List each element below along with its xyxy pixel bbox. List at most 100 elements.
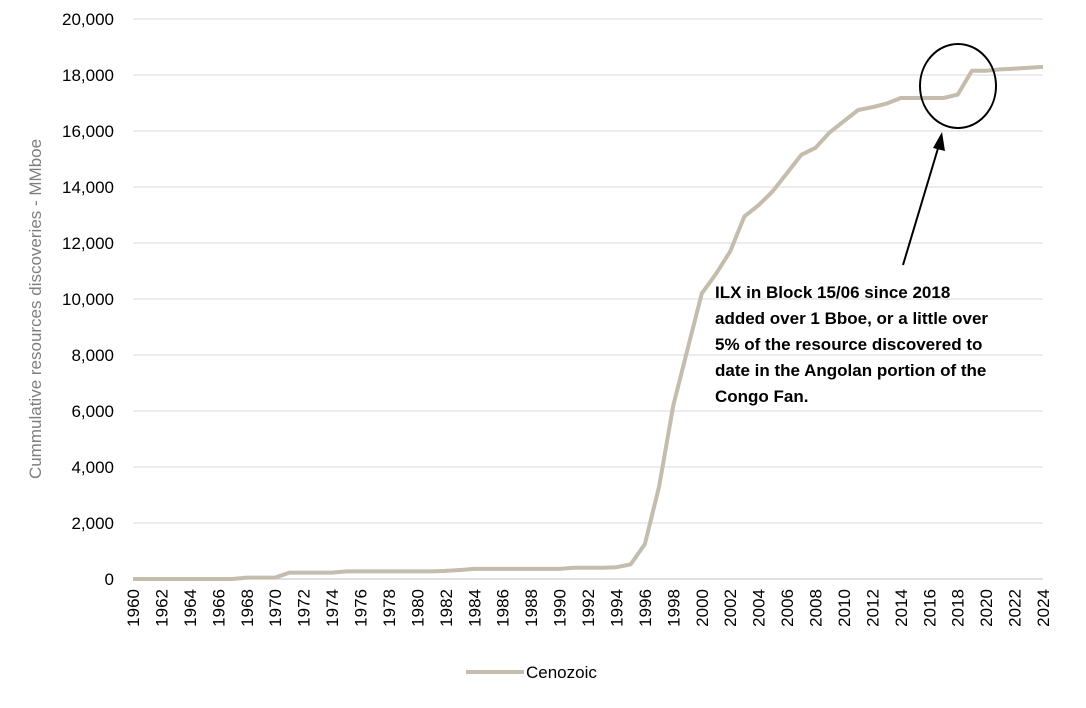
data-point [373,569,377,573]
data-point [145,577,149,581]
y-tick-label: 20,000 [62,10,114,29]
data-point [415,569,419,573]
data-point [543,567,547,571]
y-tick-label: 10,000 [62,290,114,309]
data-point [671,403,675,407]
data-point [529,567,533,571]
annotation-text: ILX in Block 15/06 since 2018 added over … [715,283,988,406]
data-point [458,568,462,572]
data-point [927,96,931,100]
x-tick-label: 2002 [721,589,740,627]
data-point [558,567,562,571]
x-tick-label: 1998 [664,589,683,627]
data-point [1013,67,1017,71]
y-tick-label: 16,000 [62,122,114,141]
data-point [302,571,306,575]
data-point [245,576,249,580]
y-tick-label: 0 [105,570,114,589]
data-point [216,577,220,581]
x-tick-label: 1994 [607,589,626,627]
data-point [131,577,135,581]
x-tick-label: 2000 [693,589,712,627]
x-tick-label: 1960 [124,589,143,627]
data-point [202,577,206,581]
data-point [885,102,889,106]
data-point [899,96,903,100]
annotation-line: 5% of the resource discovered to [715,335,982,354]
data-point [430,569,434,573]
data-point [287,571,291,575]
data-point [686,347,690,351]
data-point [572,566,576,570]
annotation-line: Congo Fan. [715,387,808,406]
data-point [501,567,505,571]
series-line-cenozoic [133,64,1044,581]
x-tick-label: 2022 [1006,589,1025,627]
x-tick-label: 1982 [437,589,456,627]
x-tick-label: 1992 [579,589,598,627]
data-point [970,69,974,73]
x-tick-label: 1984 [465,589,484,627]
y-tick-label: 2,000 [71,514,114,533]
data-point [742,214,746,218]
x-tick-label: 1978 [380,589,399,627]
x-tick-label: 1980 [408,589,427,627]
x-tick-label: 1964 [181,589,200,627]
y-tick-label: 14,000 [62,178,114,197]
data-point [344,569,348,573]
data-point [913,96,917,100]
y-tick-label: 4,000 [71,458,114,477]
y-tick-label: 12,000 [62,234,114,253]
annotation-line: date in the Angolan portion of the [715,361,986,380]
legend-label-cenozoic: Cenozoic [526,663,597,682]
data-point [515,567,519,571]
x-tick-label: 1996 [636,589,655,627]
annotation-line: added over 1 Bboe, or a little over [715,309,988,328]
data-point [728,249,732,253]
data-point [259,576,263,580]
x-tick-label: 1976 [352,589,371,627]
x-tick-labels: 1960 1962 1964 1966 1968 1970 1972 1974 1976 1978… [124,589,1053,627]
x-tick-label: 2024 [1034,589,1053,627]
data-point [998,67,1002,71]
data-point [956,93,960,97]
annotation-arrow [902,144,940,266]
x-tick-label: 1974 [323,589,342,627]
data-point [600,566,604,570]
data-point [785,171,789,175]
annotation-arrowhead [933,132,945,151]
x-tick-label: 2006 [778,589,797,627]
data-point [444,569,448,573]
x-tick-label: 1970 [266,589,285,627]
data-point [614,565,618,569]
data-point [714,272,718,276]
data-point [401,569,405,573]
data-point [700,291,704,295]
y-tick-label: 6,000 [71,402,114,421]
data-point [1041,65,1045,69]
data-point [657,485,661,489]
x-tick-label: 2012 [863,589,882,627]
data-point [828,130,832,134]
data-point [984,69,988,73]
y-tick-label: 18,000 [62,66,114,85]
x-tick-label: 1972 [295,589,314,627]
annotation-line: ILX in Block 15/06 since 2018 [715,283,950,302]
x-tick-label: 2008 [807,589,826,627]
x-tick-label: 1966 [209,589,228,627]
data-point [757,203,761,207]
x-tick-label: 2020 [977,589,996,627]
data-point [174,577,178,581]
x-tick-label: 2018 [949,589,968,627]
data-point [856,108,860,112]
data-point [472,567,476,571]
legend: Cenozoic [466,663,597,682]
y-axis-title: Cummulative resources discoveries - MMbo… [26,139,45,479]
data-point [159,577,163,581]
x-tick-label: 1968 [238,589,257,627]
x-tick-label: 2016 [920,589,939,627]
x-tick-label: 1988 [522,589,541,627]
data-point [941,96,945,100]
data-point [316,571,320,575]
